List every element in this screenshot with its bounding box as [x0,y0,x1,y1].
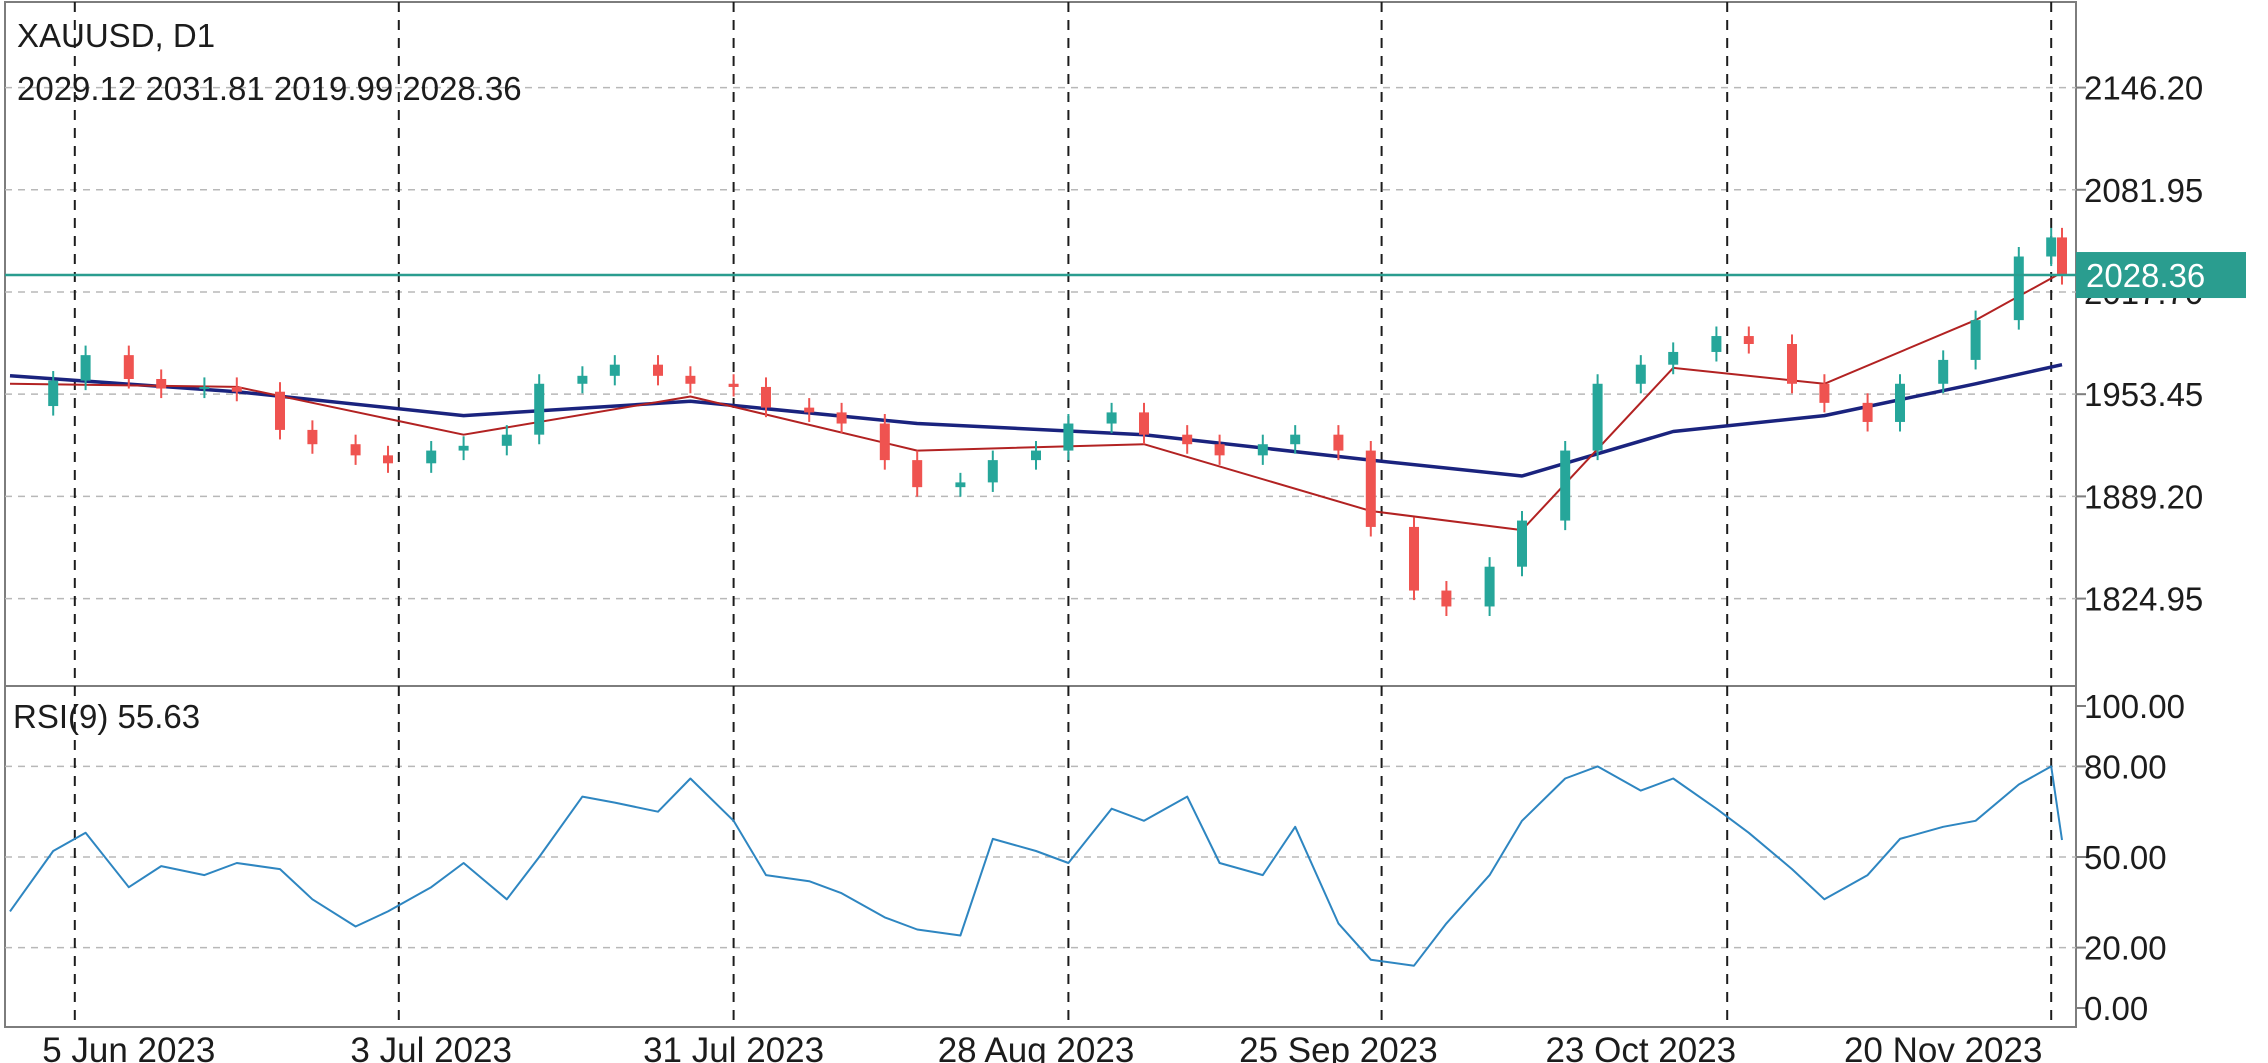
fast-moving-average [9,271,2063,532]
bearish-candle [804,407,815,413]
rsi-tick-label: 20.00 [2084,930,2167,967]
bullish-candle [1635,364,1646,384]
rsi-tick-label: 80.00 [2084,748,2167,785]
bullish-candle [1031,450,1041,461]
price-tick-label: 2081.95 [2084,172,2203,209]
rsi-line-group [9,765,2063,967]
bullish-candle [1938,359,1949,384]
bearish-candle [1409,526,1419,591]
bullish-candle [1063,423,1074,451]
bearish-candle [231,386,242,392]
bearish-candle [728,383,739,387]
bearish-candle [1862,402,1873,422]
date-tick-label: 31 Jul 2023 [643,1031,824,1063]
bearish-candle [912,460,923,488]
rsi-label: RSI(9) 55.63 [13,698,200,735]
bullish-candle [199,386,210,389]
rsi-tick-label: 50.00 [2084,839,2167,876]
price-tick-label: 2146.20 [2084,70,2203,107]
date-tick-label: 23 Oct 2023 [1545,1031,1736,1063]
bullish-candle [80,355,91,381]
bearish-candle [1214,444,1225,456]
bullish-candle [577,375,588,384]
date-axis: 5 Jun 2023 3 Jul 2023 31 Jul 2023 28 Aug 20… [42,1031,2042,1063]
candles [48,227,2067,617]
bullish-candle [501,434,512,446]
bearish-candle [2057,237,2067,276]
bearish-candle [1139,412,1149,435]
bearish-candle [123,355,134,379]
bullish-candle [1592,383,1603,451]
bearish-candle [1182,434,1193,445]
bullish-candle [2013,256,2024,321]
last-price-tag-text: 2028.36 [2086,257,2205,294]
last-price-tag-bg [2076,252,2246,299]
bullish-candle [1668,351,1679,365]
date-tick-label: 5 Jun 2023 [42,1031,215,1063]
bearish-candle [685,375,696,384]
bearish-candle [156,378,167,389]
bullish-candle [48,380,59,407]
rsi-line [9,765,2063,967]
bearish-candle [653,364,663,376]
bullish-candle [1484,566,1495,607]
bearish-candle [1819,383,1830,403]
rsi-tick-label: 100.00 [2084,688,2185,725]
price-tick-label: 1953.45 [2084,376,2203,413]
price-axis: 2146.202081.952017.701953.451889.201824.… [2076,70,2203,618]
date-tick-label: 28 Aug 2023 [938,1031,1135,1063]
moving-averages [9,271,2063,532]
date-tick-label: 25 Sep 2023 [1239,1031,1438,1063]
bearish-candle [1441,590,1452,607]
bullish-candle [955,482,966,488]
ohlc-label: 2029.12 2031.81 2019.99 2028.36 [17,70,522,107]
bullish-candle [609,364,620,376]
bearish-candle [1365,450,1376,527]
rsi-axis: 100.00 80.00 50.00 20.00 0.00 [2076,688,2185,1027]
bearish-candle [879,423,890,461]
bearish-candle [836,412,847,424]
price-grid [5,86,2076,600]
bullish-candle [1560,450,1571,521]
price-tick-label: 1889.20 [2084,478,2203,515]
bearish-candle [307,429,318,445]
bullish-candle [1290,434,1301,445]
date-tick-label: 20 Nov 2023 [1844,1031,2042,1063]
bullish-candle [2046,237,2057,257]
bearish-candle [1743,336,1754,344]
bullish-candle [458,445,469,451]
last-price-tag: 2028.36 [2076,252,2246,299]
bullish-candle [1517,520,1527,567]
bullish-candle [1895,383,1905,422]
bearish-candle [761,386,771,408]
bullish-candle [987,460,998,483]
rsi-tick-label: 0.00 [2084,990,2148,1027]
rsi-grid [5,765,2076,949]
period-markers [73,2,2053,1027]
bullish-candle [1711,336,1722,352]
bullish-candle [1257,444,1268,456]
price-tick-label: 1824.95 [2084,581,2203,618]
bullish-candle [1970,320,1981,360]
date-tick-label: 3 Jul 2023 [350,1031,512,1063]
bullish-candle [534,383,545,435]
symbol-label: XAUUSD, D1 [17,17,215,54]
bearish-candle [275,391,285,430]
bullish-candle [1106,412,1117,424]
bearish-candle [1787,344,1797,384]
bearish-candle [1333,434,1344,451]
bearish-candle [350,444,361,456]
bullish-candle [426,450,437,464]
slow-moving-average [9,362,2063,478]
bearish-candle [383,455,393,464]
